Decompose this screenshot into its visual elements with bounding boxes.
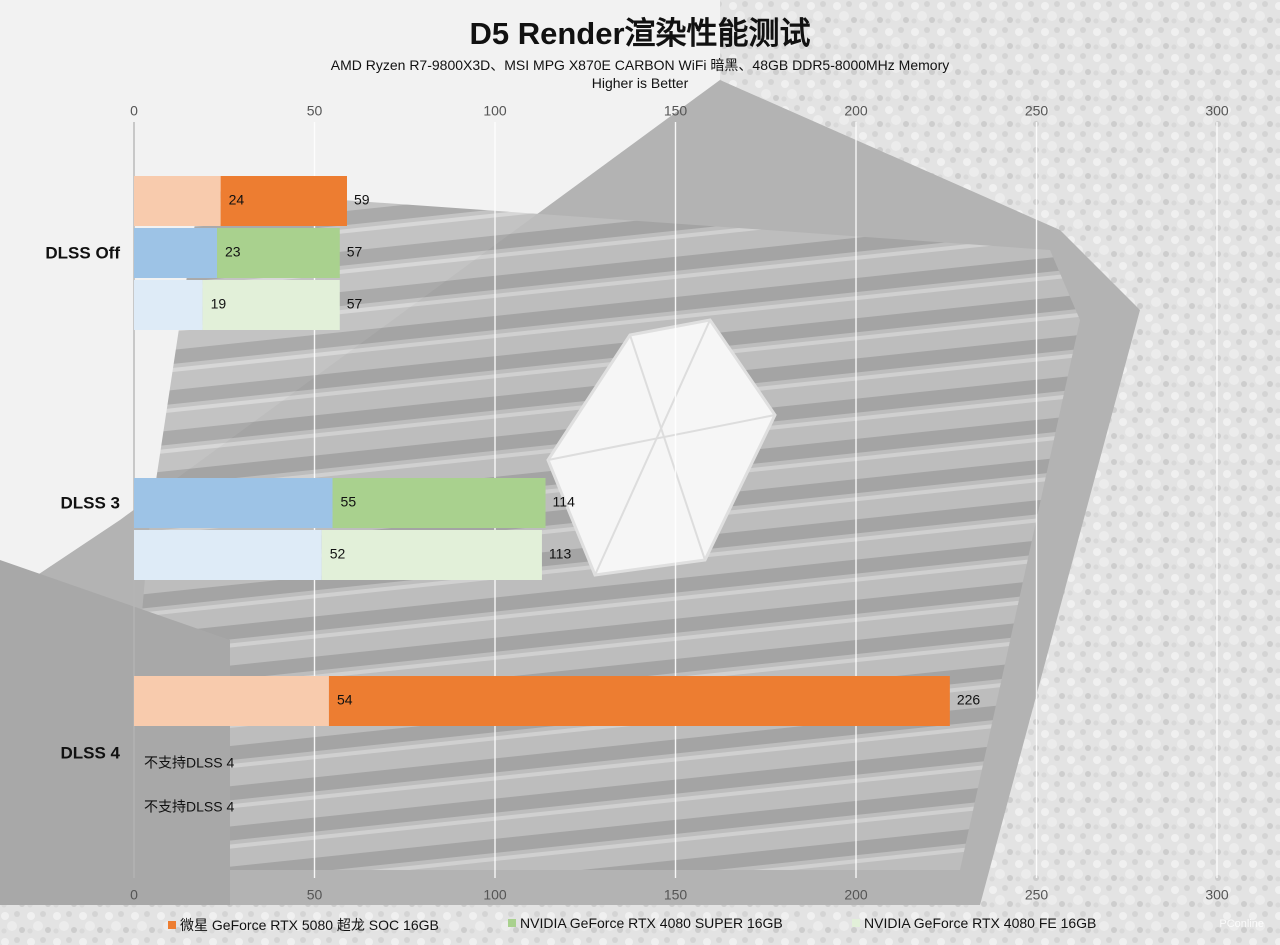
x-tick-label-top-300: 300 bbox=[1205, 103, 1229, 119]
data-label-base-1-2: 52 bbox=[330, 546, 346, 562]
bar-total-1-2 bbox=[321, 530, 542, 580]
x-tick-label-bottom-300: 300 bbox=[1205, 887, 1229, 903]
unsupported-note-2-1: 不支持DLSS 4 bbox=[144, 755, 234, 771]
bar-total-2-0 bbox=[328, 676, 950, 726]
legend-item-1: NVIDIA GeForce RTX 4080 SUPER 16GB bbox=[508, 915, 783, 931]
legend-item-0: 微星 GeForce RTX 5080 超龙 SOC 16GB bbox=[168, 915, 439, 935]
x-tick-label-top-100: 100 bbox=[483, 103, 507, 119]
data-label-base-2-0: 54 bbox=[337, 692, 353, 708]
bar-base-1-2 bbox=[134, 530, 322, 580]
bar-base-0-2 bbox=[134, 280, 203, 330]
x-tick-label-bottom-0: 0 bbox=[130, 887, 138, 903]
legend-swatch-0 bbox=[168, 921, 176, 929]
bar-base-0-1 bbox=[134, 228, 218, 278]
bar-base-2-0 bbox=[134, 676, 329, 726]
watermark: PConline bbox=[1219, 918, 1264, 930]
x-tick-label-bottom-150: 150 bbox=[664, 887, 688, 903]
chart-note: Higher is Better bbox=[591, 75, 689, 91]
category-label-dlss-off: DLSS Off bbox=[45, 243, 120, 262]
chart-title: D5 Render渲染性能测试 bbox=[469, 16, 811, 51]
x-tick-label-bottom-200: 200 bbox=[844, 887, 868, 903]
data-label-total-0-0: 59 bbox=[354, 192, 370, 208]
data-label-base-0-2: 19 bbox=[211, 296, 227, 312]
x-tick-label-top-0: 0 bbox=[130, 103, 138, 119]
legend-item-2: NVIDIA GeForce RTX 4080 FE 16GB bbox=[852, 915, 1096, 931]
data-label-total-1-1: 114 bbox=[553, 494, 576, 510]
x-tick-label-bottom-250: 250 bbox=[1025, 887, 1049, 903]
bar-base-1-1 bbox=[134, 478, 333, 528]
x-tick-label-top-50: 50 bbox=[307, 103, 323, 119]
x-tick-label-top-250: 250 bbox=[1025, 103, 1049, 119]
data-label-base-0-1: 23 bbox=[225, 244, 241, 260]
legend-label-1: NVIDIA GeForce RTX 4080 SUPER 16GB bbox=[520, 915, 783, 931]
bar-total-0-2 bbox=[202, 280, 340, 330]
data-label-total-1-2: 113 bbox=[549, 546, 572, 562]
legend-swatch-1 bbox=[508, 919, 516, 927]
bar-total-0-1 bbox=[217, 228, 340, 278]
x-tick-label-top-200: 200 bbox=[844, 103, 868, 119]
bar-total-0-0 bbox=[220, 176, 347, 226]
data-label-total-2-0: 226 bbox=[957, 692, 981, 708]
legend-label-2: NVIDIA GeForce RTX 4080 FE 16GB bbox=[864, 915, 1097, 931]
bar-total-1-1 bbox=[332, 478, 546, 528]
x-tick-label-bottom-100: 100 bbox=[483, 887, 507, 903]
data-label-total-0-1: 57 bbox=[347, 244, 363, 260]
unsupported-note-2-2: 不支持DLSS 4 bbox=[144, 799, 234, 815]
chart-subtitle: AMD Ryzen R7-9800X3D、MSI MPG X870E CARBO… bbox=[330, 57, 950, 73]
chart-legend: 微星 GeForce RTX 5080 超龙 SOC 16GB NVIDIA Ge… bbox=[0, 915, 1280, 937]
category-label-dlss-4: DLSS 4 bbox=[60, 743, 120, 762]
data-label-total-0-2: 57 bbox=[347, 296, 363, 312]
x-tick-label-bottom-50: 50 bbox=[307, 887, 323, 903]
bar-base-0-0 bbox=[134, 176, 221, 226]
legend-swatch-2 bbox=[852, 919, 860, 927]
x-tick-label-top-150: 150 bbox=[664, 103, 688, 119]
category-label-dlss-3: DLSS 3 bbox=[60, 493, 120, 512]
data-label-base-1-1: 55 bbox=[341, 494, 357, 510]
legend-label-0: 微星 GeForce RTX 5080 超龙 SOC 16GB bbox=[180, 917, 439, 933]
data-label-base-0-0: 24 bbox=[229, 192, 245, 208]
